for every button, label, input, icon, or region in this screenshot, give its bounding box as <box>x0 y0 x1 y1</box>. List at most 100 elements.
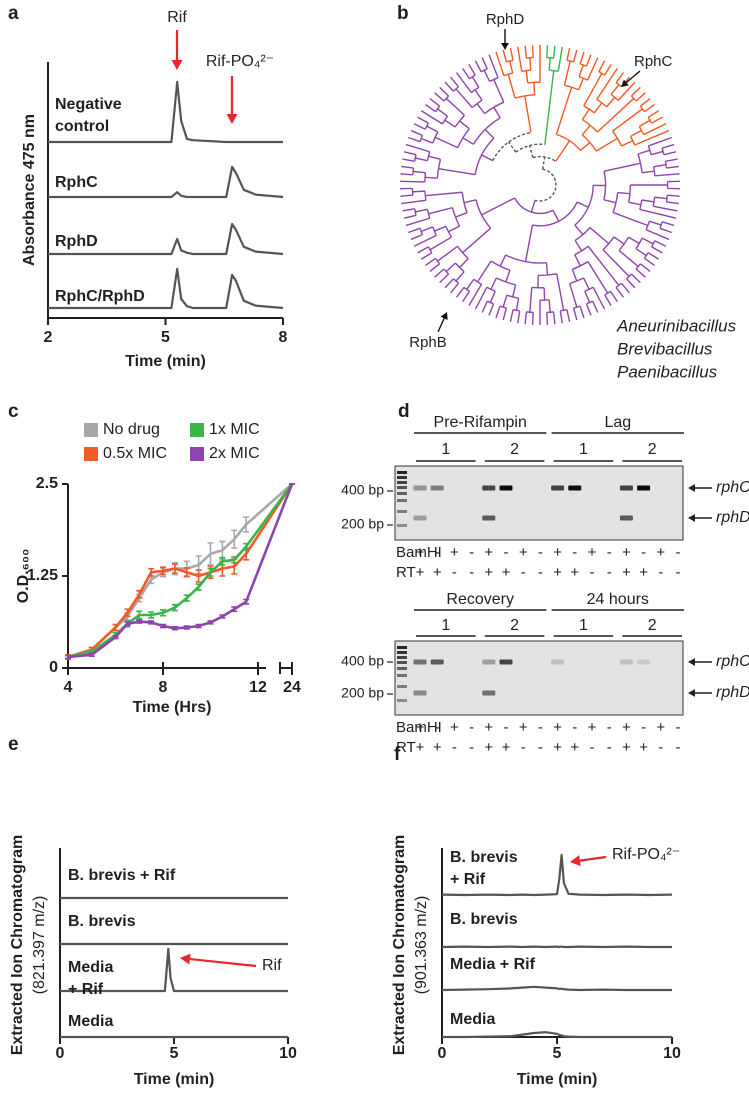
tree-branch <box>489 290 496 303</box>
gel-band <box>551 485 565 491</box>
annotation: Rif <box>167 9 187 26</box>
tree-branch <box>466 278 475 290</box>
sign: + <box>433 739 442 756</box>
tree-branch <box>579 51 585 65</box>
tree-branch <box>429 97 441 107</box>
sign: - <box>452 739 457 756</box>
tree-branch <box>521 69 531 72</box>
ladder-band <box>397 524 407 527</box>
sign: + <box>416 719 425 736</box>
sign: + <box>656 544 665 561</box>
gel-band <box>413 515 427 521</box>
legend-label: 0.5x MIC <box>103 445 167 462</box>
tree-branch <box>644 257 655 267</box>
trace-label: RphC <box>55 174 98 191</box>
error-bar <box>148 611 155 619</box>
tree-branch <box>548 57 551 71</box>
tree-branch <box>628 236 640 245</box>
error-bar <box>183 567 190 578</box>
trace <box>60 947 288 993</box>
arrow-head <box>226 114 238 124</box>
product-label: rphD <box>716 509 749 526</box>
tree-branch <box>400 180 425 183</box>
sign: + <box>450 719 459 736</box>
trace-label: Media + Rif <box>68 959 114 998</box>
arrow-shaft <box>625 70 641 84</box>
sign: - <box>521 564 526 581</box>
error-bar <box>219 614 226 619</box>
sign: - <box>538 719 543 736</box>
tree-branch <box>454 114 465 128</box>
gel-image <box>394 465 684 541</box>
tree-branch <box>474 60 482 73</box>
tree-branch <box>666 165 679 169</box>
gel-band <box>619 485 633 491</box>
ladder-band <box>397 656 407 659</box>
error-bar <box>171 625 178 631</box>
trace <box>442 1031 672 1039</box>
tree-branch <box>434 225 447 232</box>
tree-branch <box>505 270 511 283</box>
arrow-shaft <box>579 855 607 862</box>
tree-branch <box>459 258 469 269</box>
y-axis-label: O.D.₆₀₀ <box>15 549 32 604</box>
tree-branch <box>425 257 436 267</box>
sign: + <box>484 564 493 581</box>
tree-branch <box>415 157 428 162</box>
tree-branch <box>621 140 634 147</box>
tree-branch <box>663 151 677 156</box>
tree-branch <box>560 309 568 312</box>
sign: - <box>658 564 663 581</box>
tree-branch <box>639 97 651 107</box>
ladder-band <box>397 476 407 479</box>
tree-branch <box>586 57 599 81</box>
sign: + <box>622 739 631 756</box>
tree-branch <box>420 226 433 233</box>
tree-branch <box>403 151 417 156</box>
tree-branch <box>488 303 495 316</box>
tree-branch <box>429 263 441 273</box>
tree-branch <box>583 105 595 114</box>
sign: + <box>622 544 631 561</box>
x-axis-label: Time (Hrs) <box>133 699 212 716</box>
sign: - <box>607 544 612 561</box>
sign: - <box>658 739 663 756</box>
tree-branch <box>425 191 463 197</box>
trace <box>441 853 673 897</box>
tree-branch <box>455 271 465 282</box>
sign: + <box>519 719 528 736</box>
tree-branch <box>413 208 417 216</box>
tree-branch <box>584 290 591 303</box>
panel-label: e <box>8 734 19 755</box>
tree-branch <box>604 294 612 306</box>
tree-branch <box>598 71 606 76</box>
tree-branch <box>428 155 441 160</box>
tree-branch <box>574 185 594 226</box>
y-axis-label: Extracted Ion Chromatogram <box>9 835 26 1055</box>
ladder-band <box>397 646 407 649</box>
tree-branch <box>650 150 664 156</box>
sign: + <box>519 544 528 561</box>
tree-branch <box>552 311 556 325</box>
sign: + <box>588 719 597 736</box>
ladder-band <box>397 499 407 502</box>
tree-branch <box>426 125 439 133</box>
tree-branch <box>529 57 532 71</box>
sign: + <box>588 544 597 561</box>
tree-branch <box>474 137 495 175</box>
error-bar <box>183 625 190 630</box>
trace-label: Media <box>450 1011 496 1028</box>
replicate-label: 1 <box>441 617 450 634</box>
tree-branch <box>531 45 534 58</box>
tree-branch <box>548 299 551 313</box>
tree-branch <box>541 156 546 170</box>
tree-branch <box>419 228 424 235</box>
gel-band <box>413 485 427 491</box>
ladder-band <box>397 510 407 513</box>
sign: + <box>639 739 648 756</box>
tree-branch <box>630 129 642 138</box>
error-bar <box>183 594 190 602</box>
tree-branch <box>612 108 643 132</box>
tree-branch <box>424 191 427 201</box>
tree-branch <box>643 123 667 136</box>
